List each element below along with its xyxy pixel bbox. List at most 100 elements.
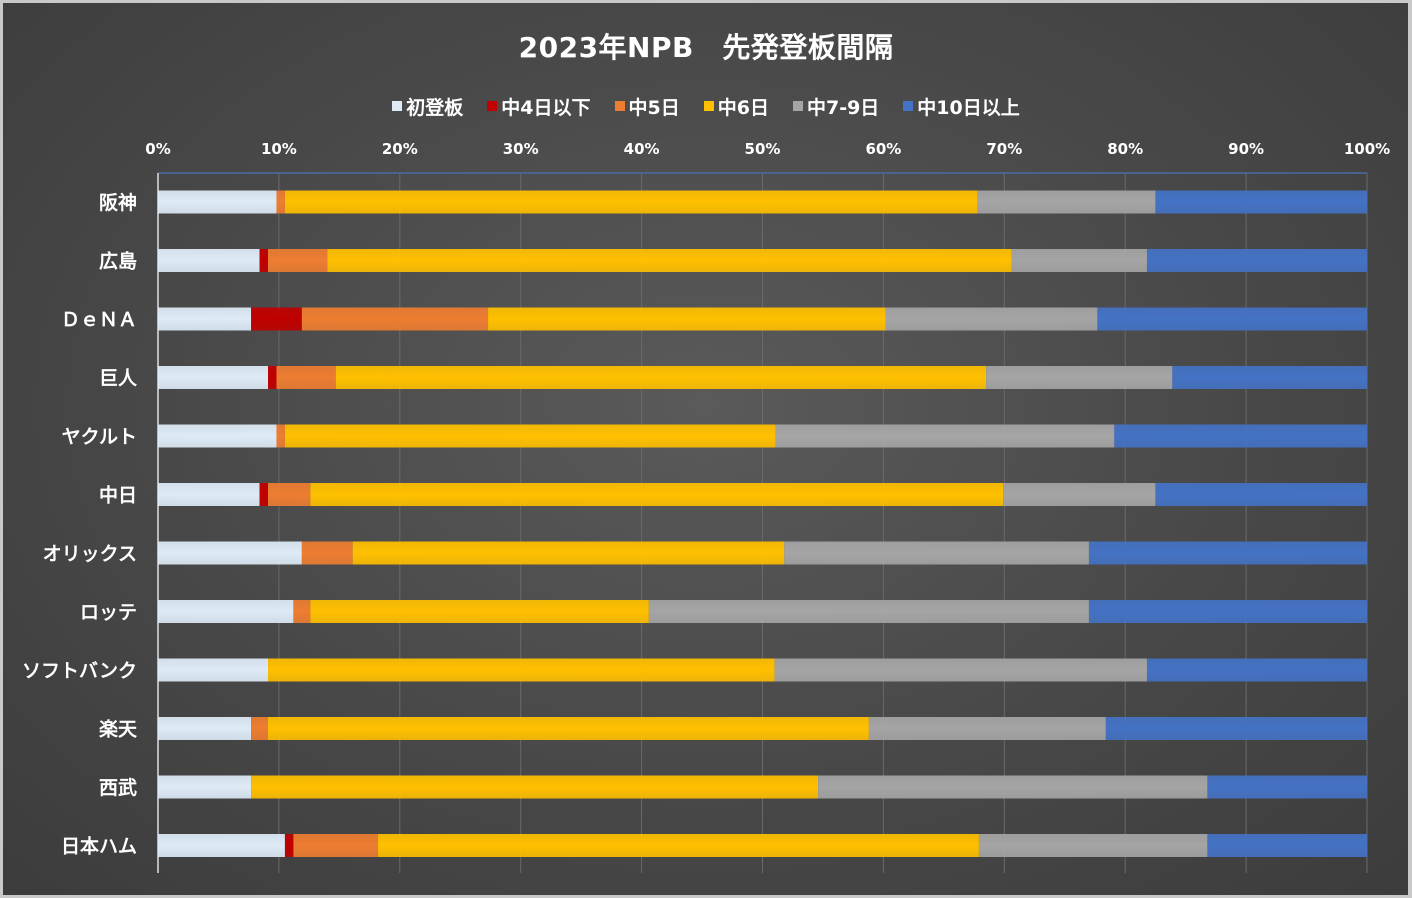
bar-segment bbox=[352, 541, 785, 565]
bar-segment bbox=[158, 307, 252, 331]
team-label: ヤクルト bbox=[62, 426, 137, 448]
bar-segment bbox=[158, 658, 269, 682]
bar-segment bbox=[1155, 483, 1367, 506]
legend-item: 初登板 bbox=[392, 93, 463, 120]
bar-segment bbox=[158, 249, 260, 272]
x-tick-label: 80% bbox=[1107, 140, 1143, 158]
x-tick-label: 20% bbox=[382, 140, 418, 158]
legend-swatch bbox=[703, 101, 714, 111]
bar-segment bbox=[818, 775, 1208, 799]
bar-segment bbox=[1155, 190, 1367, 214]
bar-segment bbox=[158, 190, 277, 214]
bar-segment bbox=[158, 834, 285, 857]
bar-segment bbox=[293, 600, 311, 623]
team-label: 巨人 bbox=[99, 368, 138, 390]
legend-swatch bbox=[487, 101, 498, 111]
bar-segment bbox=[1207, 775, 1367, 799]
bar-segment bbox=[1146, 658, 1367, 682]
bar-segment bbox=[284, 424, 776, 448]
bar-segment bbox=[1003, 483, 1156, 506]
bar-segment bbox=[158, 541, 302, 565]
legend-item: 中6日 bbox=[703, 93, 769, 120]
bar-segment bbox=[977, 190, 1156, 214]
bar-segment bbox=[158, 717, 252, 740]
x-tick-label: 90% bbox=[1228, 140, 1264, 158]
x-tick-label: 10% bbox=[261, 140, 297, 158]
bar-segment bbox=[1105, 717, 1367, 740]
x-tick-label: 0% bbox=[145, 140, 170, 158]
bar-segment bbox=[488, 307, 886, 331]
bar-segment bbox=[784, 541, 1089, 565]
bar-segment bbox=[293, 834, 379, 857]
legend-item: 中10日以上 bbox=[903, 93, 1020, 120]
team-label: 日本ハム bbox=[61, 835, 137, 858]
bar-segment bbox=[986, 366, 1173, 389]
bar-segment bbox=[885, 307, 1098, 331]
bar-segment bbox=[327, 249, 1012, 272]
bar-segment bbox=[1172, 366, 1367, 389]
bar-segment bbox=[1088, 541, 1367, 565]
bar-segment bbox=[310, 600, 649, 623]
legend-item: 中7-9日 bbox=[792, 93, 880, 120]
team-label: ＤｅＮＡ bbox=[61, 309, 137, 331]
legend-swatch bbox=[792, 101, 803, 111]
bar-segment bbox=[1097, 307, 1367, 331]
team-label: ロッテ bbox=[80, 602, 137, 624]
legend-label: 中4日以下 bbox=[501, 96, 591, 119]
x-tick-label: 100% bbox=[1344, 140, 1390, 158]
legend-label: 中10日以上 bbox=[917, 96, 1020, 119]
bar-segment bbox=[1114, 424, 1367, 448]
team-label: 阪神 bbox=[99, 191, 137, 214]
bar-segment bbox=[276, 190, 285, 214]
bar-segment bbox=[1146, 249, 1367, 272]
bar-segment bbox=[310, 483, 1004, 506]
legend: 初登板 中4日以下 中5日 中6日 中7-9日 中10日以上 bbox=[0, 92, 1412, 120]
bar-segment bbox=[301, 541, 353, 565]
bar-segment bbox=[158, 483, 260, 506]
bar-segment bbox=[284, 834, 294, 857]
bar-segment bbox=[268, 658, 775, 682]
bar-segment bbox=[268, 483, 311, 506]
bar-segment bbox=[301, 307, 489, 331]
bar-segment bbox=[284, 190, 978, 214]
legend-swatch bbox=[614, 101, 625, 111]
bar-segment bbox=[335, 366, 987, 389]
chart-title: 2023年NPB 先発登板間隔 bbox=[518, 31, 894, 64]
legend-label: 中7-9日 bbox=[806, 96, 880, 119]
bar-segment bbox=[259, 249, 269, 272]
x-tick-label: 40% bbox=[624, 140, 660, 158]
team-label: オリックス bbox=[43, 543, 137, 565]
x-tick-label: 70% bbox=[986, 140, 1022, 158]
bar-segment bbox=[158, 775, 252, 799]
bar-segment bbox=[378, 834, 979, 857]
legend-item: 中5日 bbox=[614, 93, 680, 120]
bar-segment bbox=[251, 307, 302, 331]
bar-segment bbox=[774, 658, 1147, 682]
bar-segment bbox=[251, 717, 269, 740]
x-tick-label: 60% bbox=[865, 140, 901, 158]
team-label: 中日 bbox=[99, 484, 137, 507]
team-label: 楽天 bbox=[99, 718, 138, 741]
x-tick-label: 30% bbox=[503, 140, 539, 158]
bar-segment bbox=[268, 249, 328, 272]
bar-segment bbox=[268, 366, 277, 389]
bar-segment bbox=[158, 366, 269, 389]
team-label: 広島 bbox=[99, 250, 137, 273]
bar-segment bbox=[1088, 600, 1367, 623]
bar-segment bbox=[268, 717, 869, 740]
bar-segment bbox=[276, 366, 336, 389]
bar-segment bbox=[1207, 834, 1367, 857]
legend-swatch bbox=[903, 101, 914, 111]
x-tick-label: 50% bbox=[745, 140, 781, 158]
team-label: 西武 bbox=[99, 777, 137, 799]
bar-segment bbox=[978, 834, 1208, 857]
legend-label: 初登板 bbox=[406, 96, 464, 119]
team-label: ソフトバンク bbox=[22, 660, 137, 682]
legend-swatch bbox=[392, 101, 403, 111]
bar-segment bbox=[1011, 249, 1147, 272]
bar-segment bbox=[868, 717, 1106, 740]
legend-item: 中4日以下 bbox=[487, 93, 591, 120]
bar-segment bbox=[158, 424, 277, 448]
bar-segment bbox=[251, 775, 819, 799]
